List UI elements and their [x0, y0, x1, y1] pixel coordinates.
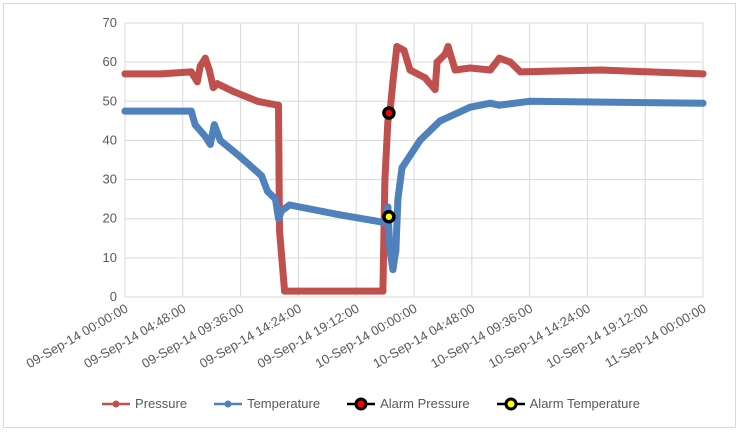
- data-point: [444, 42, 452, 50]
- data-point: [416, 136, 424, 144]
- data-point: [257, 172, 265, 180]
- data-point: [597, 66, 605, 74]
- data-point: [525, 97, 533, 105]
- x-tick-label: 10-Sep-14 19:12:00: [544, 301, 651, 371]
- x-tick-label: 09-Sep-14 14:24:00: [197, 301, 304, 371]
- legend: Pressure Temperature Alarm Pressure Alarm T…: [0, 396, 741, 411]
- data-point: [278, 207, 286, 215]
- data-point: [392, 246, 400, 254]
- data-point: [495, 54, 503, 62]
- data-point: [191, 121, 199, 129]
- data-point: [406, 66, 414, 74]
- data-point: [235, 152, 243, 160]
- legend-marker-icon: [496, 397, 525, 410]
- data-point: [384, 203, 392, 211]
- legend-item: Temperature: [213, 396, 320, 411]
- data-point: [187, 68, 195, 76]
- data-point: [253, 97, 261, 105]
- x-tick-label: 10-Sep-14 00:00:00: [312, 301, 419, 371]
- legend-item: Alarm Pressure: [346, 396, 470, 411]
- data-point: [275, 215, 283, 223]
- data-point: [421, 74, 429, 82]
- y-tick-label: 60: [103, 54, 117, 69]
- legend-label: Pressure: [135, 396, 188, 411]
- data-point: [272, 195, 280, 203]
- data-point: [213, 80, 221, 88]
- data-point: [699, 70, 707, 78]
- x-tick-label: 09-Sep-14 19:12:00: [255, 301, 362, 371]
- data-point: [466, 103, 474, 111]
- y-tick-label: 20: [103, 211, 117, 226]
- data-point: [699, 99, 707, 107]
- data-point: [400, 46, 408, 54]
- legend-marker-icon: [347, 397, 376, 410]
- y-tick-label: 40: [103, 132, 117, 147]
- data-point: [263, 187, 271, 195]
- data-point: [394, 195, 402, 203]
- data-point: [205, 66, 213, 74]
- y-tick-label: 10: [103, 250, 117, 265]
- data-point: [196, 62, 204, 70]
- x-tick-label: 09-Sep-14 04:48:00: [81, 301, 188, 371]
- data-point: [495, 101, 503, 109]
- legend-item: Alarm Temperature: [496, 396, 640, 411]
- data-point: [201, 54, 209, 62]
- data-point: [431, 86, 439, 94]
- data-point: [436, 117, 444, 125]
- data-point: [381, 176, 389, 184]
- x-tick-label: 10-Sep-14 09:36:00: [428, 301, 535, 371]
- data-point: [441, 50, 449, 58]
- data-point: [433, 58, 441, 66]
- data-point: [157, 70, 165, 78]
- data-point: [398, 164, 406, 172]
- data-point: [389, 78, 397, 86]
- data-point: [393, 42, 401, 50]
- legend-label: Temperature: [247, 396, 321, 411]
- y-tick-label: 30: [103, 172, 117, 187]
- x-tick-label: 10-Sep-14 04:48:00: [370, 301, 477, 371]
- data-point: [451, 66, 459, 74]
- legend-label: Alarm Pressure: [380, 396, 470, 411]
- y-tick-label: 50: [103, 93, 117, 108]
- alarm-marker: [382, 106, 396, 120]
- data-point: [466, 64, 474, 72]
- chart-frame: [3, 3, 736, 428]
- y-tick-label: 70: [103, 15, 117, 30]
- data-point: [121, 70, 129, 78]
- data-point: [201, 133, 209, 141]
- data-point: [216, 136, 224, 144]
- data-point: [506, 58, 514, 66]
- legend-marker-icon: [102, 400, 131, 407]
- data-point: [121, 107, 129, 115]
- x-tick-label: 09-Sep-14 00:00:00: [23, 301, 130, 371]
- legend-item: Pressure: [101, 396, 187, 411]
- data-point: [281, 287, 289, 295]
- data-point: [386, 246, 394, 254]
- data-point: [193, 78, 201, 86]
- data-point: [276, 226, 284, 234]
- data-point: [486, 66, 494, 74]
- alarm-marker: [382, 210, 396, 224]
- x-tick-label: 09-Sep-14 09:36:00: [139, 301, 246, 371]
- data-point: [379, 287, 387, 295]
- data-point: [210, 121, 218, 129]
- data-point: [516, 68, 524, 76]
- data-point: [275, 101, 283, 109]
- data-point: [646, 68, 654, 76]
- data-point: [206, 140, 214, 148]
- legend-label: Alarm Temperature: [529, 396, 640, 411]
- data-point: [486, 99, 494, 107]
- legend-marker-icon: [214, 400, 243, 407]
- x-tick-label: 11-Sep-14 00:00:00: [602, 301, 708, 371]
- y-tick-label: 0: [110, 289, 117, 304]
- x-tick-label: 10-Sep-14 14:24:00: [486, 301, 593, 371]
- data-point: [286, 201, 294, 209]
- data-point: [229, 88, 237, 95]
- data-point: [336, 211, 344, 219]
- data-point: [187, 107, 195, 115]
- data-point: [389, 266, 397, 274]
